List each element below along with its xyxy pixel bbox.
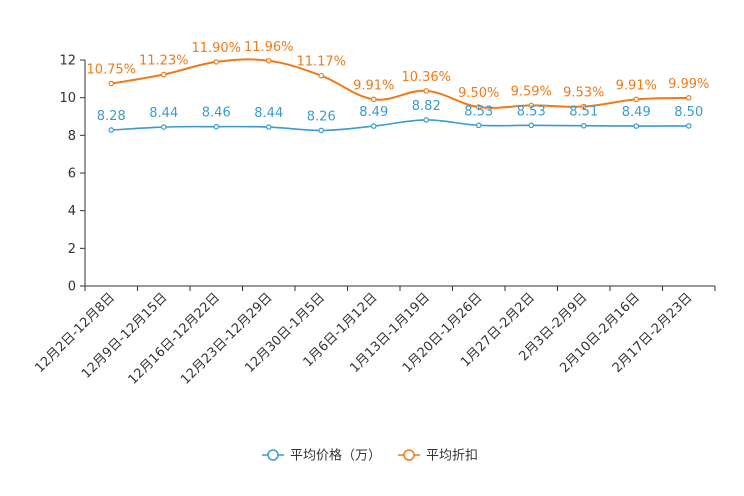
series-line-0 [111,119,689,132]
data-point[interactable] [423,88,430,94]
data-label: 9.50% [458,86,499,101]
data-point[interactable] [108,127,115,133]
data-label: 8.46 [202,106,231,121]
y-tick-label: 0 [68,280,76,295]
data-label: 11.17% [296,55,346,70]
data-label: 9.91% [616,78,657,93]
data-point[interactable] [685,123,692,129]
data-label: 8.53 [464,104,493,119]
data-point[interactable] [633,96,640,103]
legend-label: 平均折扣 [426,449,478,464]
axes [84,60,715,287]
data-label: 9.91% [353,78,394,93]
data-point[interactable] [580,122,587,129]
data-label: 8.26 [307,109,336,124]
data-point[interactable] [160,124,167,130]
data-label: 8.49 [622,105,651,120]
data-label: 9.59% [511,84,552,99]
legend-circle-icon [267,449,279,461]
x-ticks: 12月2日-12月8日12月9日-12月15日12月16日-12月22日12月2… [32,286,716,388]
y-tick-label: 2 [68,242,76,257]
data-point[interactable] [528,122,535,129]
data-label: 8.49 [359,105,388,120]
x-tick-label: 12月16日-12月22日 [126,290,223,387]
data-point[interactable] [265,124,272,130]
data-label: 8.50 [674,105,703,120]
x-tick-label: 12月23日-12月29日 [178,290,275,387]
data-label: 8.44 [254,106,283,121]
y-tick-label: 8 [68,129,76,144]
data-point[interactable] [370,123,377,129]
data-point[interactable] [370,96,377,103]
data-point[interactable] [580,103,587,110]
data-label: 11.23% [139,54,189,69]
data-point[interactable] [633,123,640,129]
data-point[interactable] [213,59,220,65]
data-point[interactable] [265,57,272,64]
legend[interactable]: 平均价格（万） 平均折扣 [262,448,478,464]
data-label: 8.53 [517,104,546,119]
y-tick-label: 4 [68,204,76,219]
data-point[interactable] [475,104,482,110]
data-label: 8.44 [149,106,178,121]
legend-label: 平均价格（万） [290,448,381,464]
data-label: 9.99% [668,77,709,92]
y-tick-label: 12 [59,54,76,69]
data-label: 8.51 [569,105,598,120]
data-label: 10.36% [401,70,451,85]
data-point[interactable] [318,72,325,79]
legend-item-0[interactable]: 平均价格（万） [262,448,381,464]
data-point[interactable] [475,122,482,129]
data-label: 8.28 [97,109,126,124]
y-tick-label: 6 [68,167,76,182]
data-label: 11.90% [191,41,241,56]
data-point[interactable] [160,71,167,78]
legend-circle-icon [403,449,415,461]
data-label: 8.82 [412,99,441,114]
data-point[interactable] [213,123,220,130]
y-ticks: 0 2 4 6 8 10 12 [59,54,85,295]
data-label: 11.96% [244,40,294,55]
data-point[interactable] [528,102,535,109]
data-label: 9.53% [563,86,604,101]
data-point[interactable] [318,127,325,134]
data-point[interactable] [423,117,430,123]
series-lines [108,57,692,134]
data-label: 10.75% [86,63,136,78]
series-line-1 [111,58,689,109]
y-tick-label: 10 [59,91,76,106]
legend-item-1[interactable]: 平均折扣 [398,449,478,464]
data-point[interactable] [685,95,692,101]
data-point[interactable] [108,80,115,87]
series-labels: 8.28 8.44 8.46 8.44 8.26 8.49 8.82 8.53 8.53 8.51… [86,40,709,125]
